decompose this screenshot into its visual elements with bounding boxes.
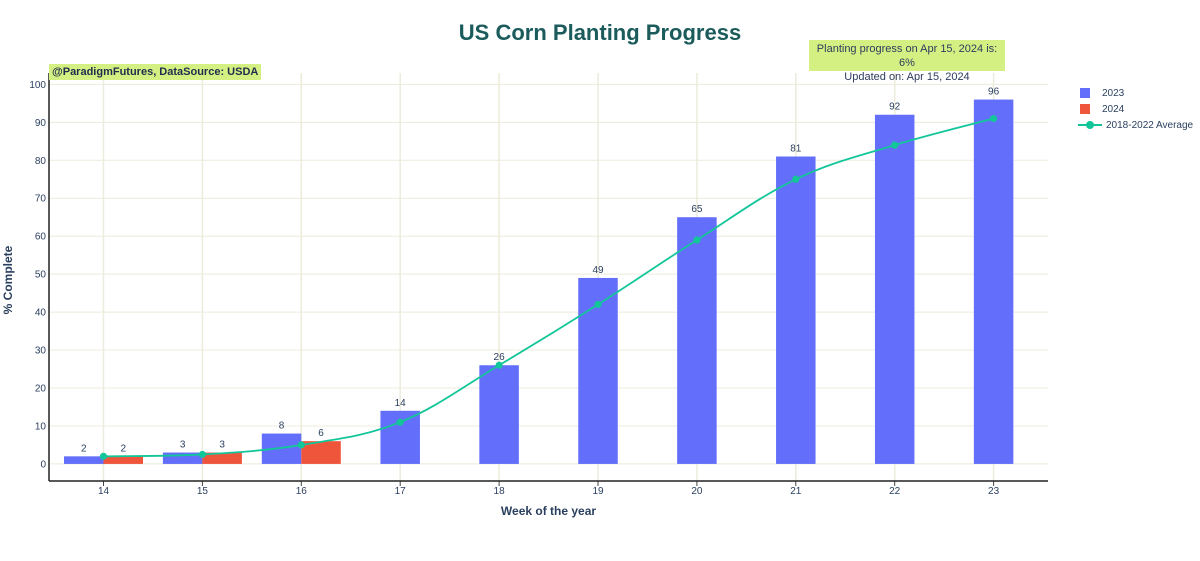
chart-legend[interactable]: 2023 2024 2018-2022 Average	[1078, 85, 1193, 133]
y-tick-label: 80	[35, 156, 47, 167]
legend-swatch-average	[1078, 120, 1102, 130]
bar-value-label: 65	[691, 204, 703, 215]
y-tick-label: 70	[35, 194, 47, 205]
y-tick-label: 40	[35, 308, 47, 319]
bar-2023[interactable]	[973, 99, 1014, 464]
bar-2023[interactable]	[578, 277, 618, 464]
x-tick-label: 15	[197, 486, 209, 497]
average-point[interactable]	[198, 450, 206, 459]
y-tick-label: 90	[35, 118, 47, 129]
average-point[interactable]	[297, 441, 305, 449]
x-tick-label: 23	[988, 486, 1000, 497]
status-annotation: Planting progress on Apr 15, 2024 is: 6%…	[809, 40, 1005, 83]
bar-2023[interactable]	[874, 114, 915, 464]
bar-value-label: 2	[81, 443, 87, 454]
x-tick-label: 22	[889, 486, 901, 497]
bar-2024[interactable]	[301, 441, 341, 464]
x-tick-label: 19	[592, 486, 604, 497]
bar-value-label: 14	[395, 398, 407, 409]
bar-2023[interactable]	[479, 365, 519, 464]
y-tick-label: 100	[29, 80, 46, 91]
legend-item-2024[interactable]: 2024	[1078, 101, 1193, 117]
status-line-updated: Updated on: Apr 15, 2024	[844, 71, 970, 83]
legend-swatch-2023	[1080, 88, 1090, 98]
bar-2023[interactable]	[677, 217, 717, 464]
y-tick-label: 30	[35, 346, 47, 357]
source-annotation: @ParadigmFutures, DataSource: USDA	[49, 64, 262, 80]
x-tick-label: 16	[296, 486, 308, 497]
average-point[interactable]	[99, 452, 108, 460]
bar-value-label: 3	[180, 440, 186, 451]
legend-item-2023[interactable]: 2023	[1078, 85, 1193, 101]
average-point[interactable]	[396, 418, 404, 426]
bar-value-label: 92	[889, 102, 901, 113]
y-tick-label: 60	[35, 232, 47, 243]
x-tick-label: 18	[494, 486, 506, 497]
legend-label-2023: 2023	[1102, 87, 1125, 99]
average-point[interactable]	[594, 300, 602, 309]
average-point[interactable]	[495, 361, 503, 369]
average-line	[103, 117, 994, 458]
bar-value-label: 49	[592, 265, 604, 276]
bar-value-label: 2	[120, 443, 126, 454]
legend-label-average: 2018-2022 Average	[1106, 119, 1194, 131]
bar-value-label: 8	[279, 421, 285, 432]
bar-2023[interactable]	[776, 156, 816, 464]
legend-label-2024: 2024	[1102, 103, 1125, 115]
bar-value-label: 6	[318, 428, 324, 439]
chart-title: US Corn Planting Progress	[458, 20, 742, 45]
legend-item-average[interactable]: 2018-2022 Average	[1078, 117, 1193, 133]
bar-value-label: 81	[790, 143, 802, 154]
bar-value-label: 3	[219, 440, 225, 451]
x-tick-label: 21	[790, 486, 802, 497]
legend-swatch-2024	[1080, 104, 1090, 114]
y-tick-label: 20	[35, 384, 47, 395]
bar-value-label: 96	[988, 87, 1000, 98]
y-axis-title: % Complete	[1, 245, 15, 315]
x-axis-title: Week of the year	[500, 504, 597, 518]
y-tick-label: 0	[40, 459, 46, 470]
y-tick-label: 50	[35, 270, 47, 281]
average-point[interactable]	[693, 236, 701, 244]
status-line-progress: Planting progress on Apr 15, 2024 is: 6%	[816, 43, 998, 69]
bar-2024[interactable]	[103, 456, 144, 464]
average-point[interactable]	[792, 175, 800, 183]
bar-2023[interactable]	[162, 452, 203, 464]
y-tick-label: 10	[35, 421, 47, 432]
x-tick-label: 17	[395, 486, 407, 497]
x-tick-label: 20	[691, 486, 703, 497]
bar-2023[interactable]	[64, 456, 104, 464]
x-tick-label: 14	[98, 486, 110, 497]
bar-2024[interactable]	[202, 452, 242, 464]
bar-value-label: 26	[494, 352, 506, 363]
average-point[interactable]	[891, 141, 899, 149]
average-point[interactable]	[990, 114, 998, 123]
